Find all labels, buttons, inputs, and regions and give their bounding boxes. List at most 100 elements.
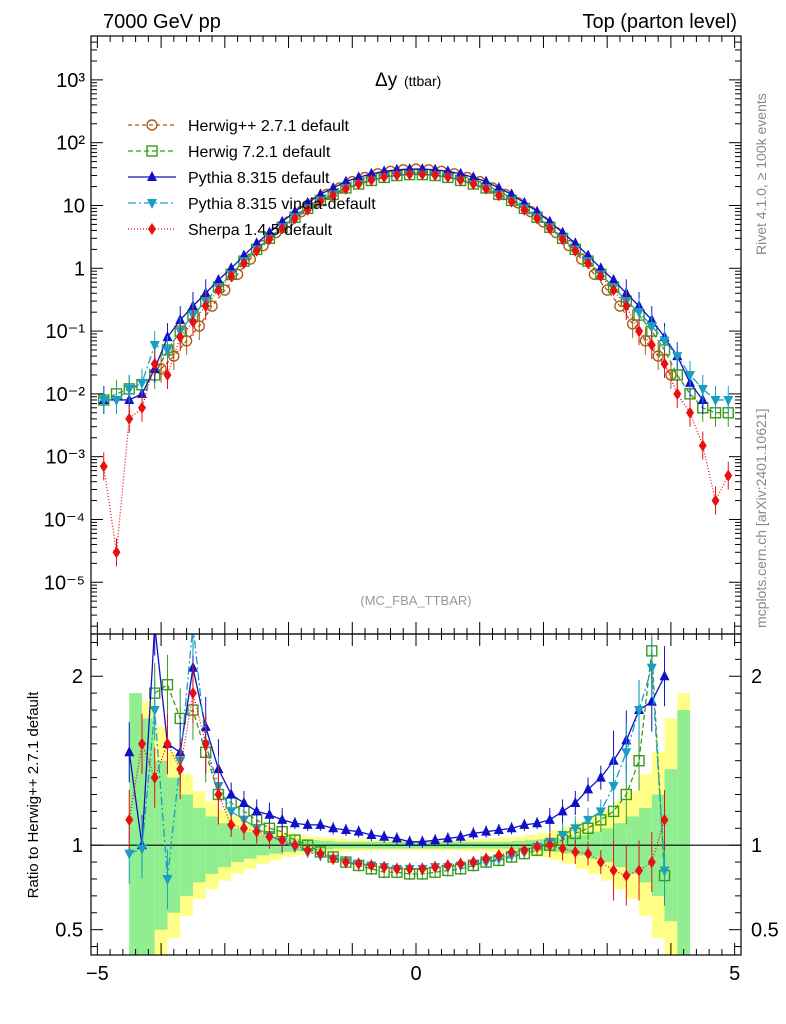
data-point xyxy=(162,345,173,356)
ratio-point xyxy=(316,847,325,860)
data-point xyxy=(443,170,452,183)
data-point xyxy=(252,244,261,257)
ratio-point xyxy=(278,834,287,847)
ratio-point xyxy=(455,830,466,841)
x-tick-label: −5 xyxy=(86,963,109,985)
data-point xyxy=(545,222,554,235)
text-layer: 7000 GeV pp Top (parton level) Rivet 4.1… xyxy=(25,11,769,898)
ratio-point xyxy=(571,845,580,858)
ratio-point xyxy=(494,849,503,862)
ratio-point xyxy=(659,670,670,681)
ratio-point xyxy=(634,706,645,717)
ratio-point xyxy=(506,822,517,833)
plot-title: Δy xyxy=(375,70,398,91)
data-point xyxy=(213,274,224,285)
data-point xyxy=(188,315,197,328)
ratio-point xyxy=(340,823,351,834)
x-tick-label: 0 xyxy=(410,963,421,985)
data-point xyxy=(214,284,223,297)
data-point xyxy=(125,412,134,425)
ratio-point xyxy=(380,861,389,874)
data-point xyxy=(340,175,351,186)
ratio-point xyxy=(507,845,516,858)
data-point xyxy=(112,546,121,559)
ratio-point xyxy=(366,829,377,840)
data-point xyxy=(418,168,427,181)
data-point xyxy=(634,308,645,319)
ratio-point xyxy=(583,783,594,794)
stat-band xyxy=(129,693,142,955)
ratio-point xyxy=(161,678,174,691)
data-point xyxy=(685,370,696,381)
legend-label: Pythia 8.315 vincia-default xyxy=(188,196,376,213)
ratio-point xyxy=(609,864,618,877)
legend-marker xyxy=(147,171,157,181)
data-point xyxy=(391,163,402,174)
data-point xyxy=(723,395,734,406)
ratio-series-sherpa-1-4-5-default xyxy=(125,663,669,906)
data-point xyxy=(367,173,376,186)
ratio-point xyxy=(303,844,312,857)
ratio-point xyxy=(251,805,262,816)
ratio-point xyxy=(136,844,147,855)
data-point xyxy=(583,249,594,260)
data-point xyxy=(468,171,479,182)
data-point xyxy=(379,165,390,176)
ratio-point xyxy=(584,847,593,860)
data-point xyxy=(430,163,441,174)
data-point xyxy=(456,173,465,186)
data-point xyxy=(596,270,605,283)
ratio-point xyxy=(379,830,390,841)
ratio-point xyxy=(647,856,656,869)
data-point xyxy=(455,167,466,178)
data-point xyxy=(99,460,108,473)
ratio-point xyxy=(595,807,606,818)
ratio-point xyxy=(622,869,631,882)
legend-item-pythia-8-315-vincia-default: Pythia 8.315 vincia-default xyxy=(128,196,376,213)
ratio-point xyxy=(302,818,313,829)
ratio-point xyxy=(227,818,236,831)
rivet-version-label: Rivet 4.1.0, ≥ 100k events xyxy=(753,93,769,255)
ratio-point xyxy=(404,835,415,846)
data-point xyxy=(724,469,733,482)
ratio-point xyxy=(341,856,350,869)
ratio-point xyxy=(493,823,504,834)
legend-label: Pythia 8.315 default xyxy=(188,170,330,187)
data-point xyxy=(290,212,299,225)
data-point xyxy=(482,182,491,195)
ratio-point xyxy=(176,763,185,776)
data-point xyxy=(595,262,606,273)
ratio-point xyxy=(353,825,364,836)
ratio-point xyxy=(239,822,248,835)
y-tick-label: 10⁻⁴ xyxy=(44,509,85,531)
ratio-point xyxy=(659,866,670,877)
data-point xyxy=(265,233,274,246)
data-point xyxy=(278,222,287,235)
data-point xyxy=(163,368,172,381)
legend-label: Sherpa 1.4.5 default xyxy=(188,222,333,239)
data-point xyxy=(251,237,262,248)
data-point xyxy=(353,171,364,182)
ratio-point xyxy=(596,856,605,869)
legend-item-pythia-8-315-default: Pythia 8.315 default xyxy=(128,170,330,187)
data-point xyxy=(622,300,631,313)
ratio-point xyxy=(468,827,479,838)
ratio-point xyxy=(328,822,339,833)
data-point xyxy=(137,401,146,414)
ratio-point xyxy=(557,831,568,842)
ratio-point xyxy=(124,746,135,757)
ratio-point xyxy=(150,620,160,630)
data-point xyxy=(227,270,236,283)
data-point xyxy=(328,181,339,192)
legend-marker xyxy=(146,119,158,131)
analysis-watermark: (MC_FBA_TTBAR) xyxy=(360,593,471,608)
data-point xyxy=(289,205,300,216)
data-point xyxy=(404,163,415,174)
ratio-point xyxy=(620,788,632,801)
ratio-point xyxy=(367,859,376,872)
data-point xyxy=(176,331,185,344)
data-point xyxy=(652,350,664,362)
ratio-point xyxy=(544,813,555,824)
ratio-point xyxy=(214,788,223,801)
data-point xyxy=(635,325,644,338)
